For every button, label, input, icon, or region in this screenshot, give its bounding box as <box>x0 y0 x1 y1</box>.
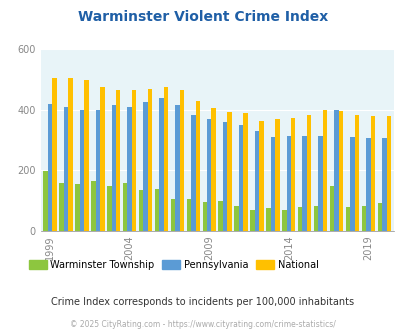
Bar <box>290 117 295 231</box>
Bar <box>322 110 326 231</box>
Bar <box>195 101 200 231</box>
Bar <box>211 109 215 231</box>
Bar <box>243 113 247 231</box>
Bar <box>329 185 333 231</box>
Bar <box>318 136 322 231</box>
Text: Crime Index corresponds to incidents per 100,000 inhabitants: Crime Index corresponds to incidents per… <box>51 297 354 307</box>
Bar <box>139 190 143 231</box>
Bar <box>266 208 270 231</box>
Bar <box>111 106 116 231</box>
Bar <box>179 90 183 231</box>
Bar <box>370 116 374 231</box>
Bar <box>191 115 195 231</box>
Bar <box>91 181 96 231</box>
Bar <box>297 207 302 231</box>
Bar <box>270 137 275 231</box>
Bar <box>75 184 79 231</box>
Bar <box>254 131 258 231</box>
Bar <box>381 138 386 231</box>
Bar <box>163 87 168 231</box>
Bar <box>313 206 318 231</box>
Bar <box>365 138 370 231</box>
Bar <box>159 98 163 231</box>
Bar <box>350 137 354 231</box>
Bar <box>286 136 290 231</box>
Bar <box>143 102 147 231</box>
Bar <box>333 110 338 231</box>
Bar <box>48 104 52 231</box>
Bar <box>186 199 191 231</box>
Bar <box>68 78 72 231</box>
Bar <box>59 182 64 231</box>
Bar <box>281 211 286 231</box>
Bar <box>202 202 207 231</box>
Bar <box>100 87 104 231</box>
Text: Warminster Violent Crime Index: Warminster Violent Crime Index <box>78 10 327 24</box>
Bar <box>64 107 68 231</box>
Bar <box>258 120 263 231</box>
Bar <box>227 112 231 231</box>
Bar <box>218 201 222 231</box>
Bar <box>250 210 254 231</box>
Bar <box>377 203 381 231</box>
Bar <box>345 207 350 231</box>
Bar <box>52 78 57 231</box>
Legend: Warminster Township, Pennsylvania, National: Warminster Township, Pennsylvania, Natio… <box>25 256 322 274</box>
Bar <box>222 122 227 231</box>
Text: © 2025 CityRating.com - https://www.cityrating.com/crime-statistics/: © 2025 CityRating.com - https://www.city… <box>70 320 335 329</box>
Bar <box>361 206 365 231</box>
Bar <box>107 185 111 231</box>
Bar <box>238 125 243 231</box>
Bar <box>302 136 306 231</box>
Bar <box>116 90 120 231</box>
Bar <box>354 115 358 231</box>
Bar <box>275 119 279 231</box>
Bar <box>84 80 88 231</box>
Bar <box>123 183 127 231</box>
Bar <box>306 115 311 231</box>
Bar <box>132 90 136 231</box>
Bar <box>207 119 211 231</box>
Bar <box>386 116 390 231</box>
Bar <box>43 171 48 231</box>
Bar <box>79 110 84 231</box>
Bar <box>154 189 159 231</box>
Bar <box>96 110 100 231</box>
Bar <box>338 111 342 231</box>
Bar <box>234 206 238 231</box>
Bar <box>127 107 132 231</box>
Bar <box>175 106 179 231</box>
Bar <box>171 199 175 231</box>
Bar <box>147 89 152 231</box>
